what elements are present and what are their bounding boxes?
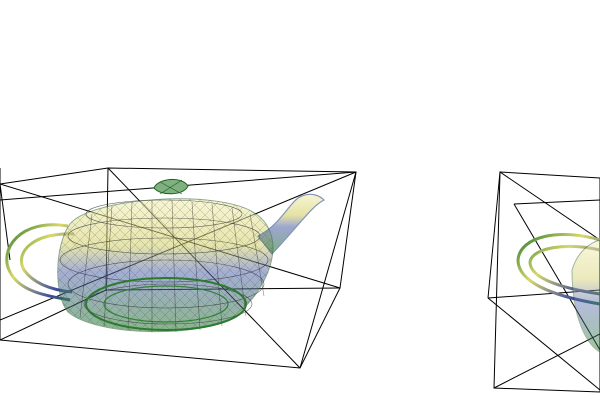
teapot-body	[571, 239, 600, 353]
teapot-base	[85, 277, 247, 331]
teapot-right[interactable]	[516, 233, 600, 353]
teapot-handle	[5, 223, 75, 302]
teapot-handle	[516, 233, 600, 306]
teapot-left[interactable]	[5, 179, 326, 333]
teapot-spout	[257, 193, 326, 255]
teapot-lid-knob	[153, 179, 189, 195]
